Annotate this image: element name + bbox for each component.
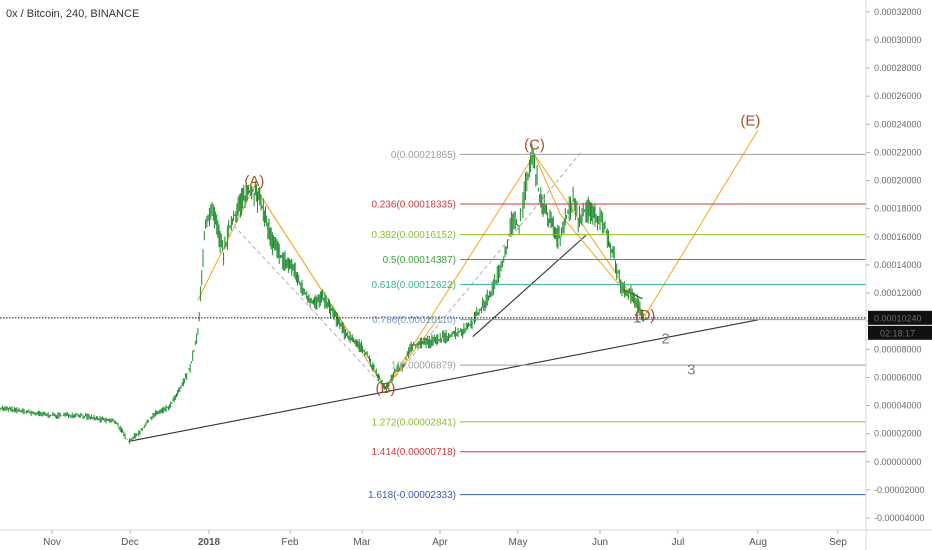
y-tick-label: 0.00006000 xyxy=(874,372,922,382)
trendline-drawing[interactable] xyxy=(128,319,759,442)
annotation-layer: (A) (B) (C) (D) (E) 1 2 3 xyxy=(244,113,760,397)
x-tick-label: Apr xyxy=(432,537,448,548)
x-tick-label: Nov xyxy=(43,537,61,548)
x-tick-label: Jul xyxy=(672,537,685,548)
last-price-label: 0.00010240 xyxy=(874,313,922,323)
price-series xyxy=(0,143,645,444)
wave-label: (A) xyxy=(244,173,264,190)
x-tick-label: 2018 xyxy=(198,537,221,548)
zigzag-drawing[interactable] xyxy=(534,154,646,316)
countdown-label: 02:18:17 xyxy=(880,328,915,338)
fib-level-label: 0.5(0.00014387) xyxy=(383,255,456,266)
wave-label: (D) xyxy=(635,307,656,324)
x-tick-label: Sep xyxy=(829,537,847,548)
x-tick-label: Feb xyxy=(281,537,299,548)
dashed-drawing[interactable] xyxy=(233,152,582,390)
wave-label: 2 xyxy=(661,331,669,348)
trendline-drawing[interactable] xyxy=(472,234,587,338)
y-tick-label: -0.00002000 xyxy=(874,485,925,495)
x-tick-label: Jun xyxy=(592,537,608,548)
y-tick-label: 0.00012000 xyxy=(874,288,922,298)
fib-level-label: 1.414(0.00000718) xyxy=(371,447,456,458)
fib-level-label: 0(0.00021865) xyxy=(391,150,456,161)
y-tick-label: 0.00032000 xyxy=(874,7,922,17)
x-tick-label: Mar xyxy=(353,537,371,548)
fib-level-label: 1.618(-0.00002333) xyxy=(368,490,456,501)
y-tick-label: 0.00004000 xyxy=(874,401,922,411)
y-tick-label: 0.00026000 xyxy=(874,91,922,101)
wave-label: 1 xyxy=(633,310,641,327)
x-tick-label: May xyxy=(509,537,528,548)
y-tick-label: 0.00014000 xyxy=(874,260,922,270)
price-axis[interactable]: 0.00032000 0.00030000 0.00028000 0.00026000… xyxy=(865,0,932,550)
wave-label: (C) xyxy=(524,137,545,154)
chart-title: 0x / Bitcoin, 240, BINANCE xyxy=(6,8,140,20)
fib-level-label: 1(0.00006879) xyxy=(391,361,456,372)
fib-level-label: 0.236(0.00018335) xyxy=(371,199,456,210)
y-tick-label: 0.00028000 xyxy=(874,63,922,73)
y-tick-label: 0.00024000 xyxy=(874,119,922,129)
series-layer xyxy=(0,143,866,444)
y-tick-label: 0.00018000 xyxy=(874,204,922,214)
fib-level-label: 0.618(0.00012622) xyxy=(371,280,456,291)
y-tick-label: 0.00002000 xyxy=(874,429,922,439)
y-tick-label: -0.00004000 xyxy=(874,513,925,523)
y-tick-label: 0.00022000 xyxy=(874,147,922,157)
wave-label: (B) xyxy=(375,380,395,397)
y-tick-label: 0.00000000 xyxy=(874,457,922,467)
wave-label: (E) xyxy=(740,113,760,130)
countdown-badge xyxy=(868,325,932,340)
wave-label: 3 xyxy=(687,362,695,379)
x-tick-label: Dec xyxy=(121,537,139,548)
fib-level-label: 0.786(0.00010110) xyxy=(372,315,456,326)
fib-level-label: 0.382(0.00016152) xyxy=(371,230,456,241)
fib-level-label: 1.272(0.00002841) xyxy=(371,417,456,428)
x-tick-label: Aug xyxy=(749,537,767,548)
y-tick-label: 0.00008000 xyxy=(874,344,922,354)
y-tick-label: 0.00020000 xyxy=(874,176,922,186)
fib-retracement[interactable]: 0(0.00021865) 0.236(0.00018335) 0.382(0.00… xyxy=(368,150,866,501)
y-tick-label: 0.00030000 xyxy=(874,35,922,45)
y-tick-label: 0.00016000 xyxy=(874,232,922,242)
last-price-badge xyxy=(868,310,932,325)
time-axis[interactable]: Nov Dec 2018 Feb Mar Apr May Jun Jul Aug Sep xyxy=(0,529,932,548)
